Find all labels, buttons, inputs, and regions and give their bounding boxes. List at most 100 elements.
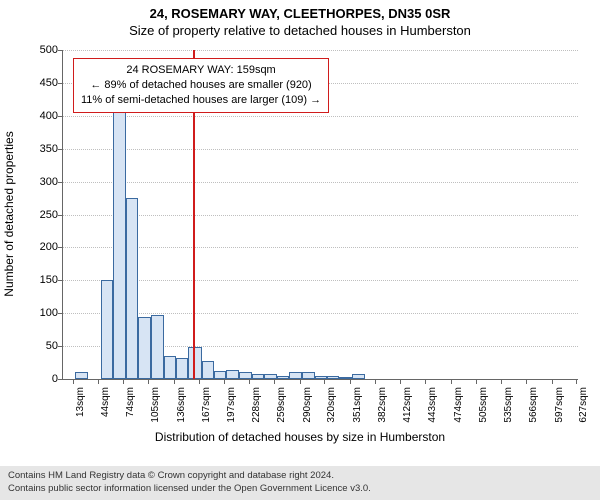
x-tick-label: 44sqm [100, 387, 111, 427]
y-tick-label: 350 [18, 143, 58, 155]
y-tick-mark [58, 50, 62, 51]
x-tick-mark [526, 380, 527, 384]
y-tick-label: 100 [18, 307, 58, 319]
gridline [63, 50, 578, 51]
x-tick-label: 412sqm [402, 387, 413, 427]
y-tick-label: 500 [18, 44, 58, 56]
gridline [63, 215, 578, 216]
footer: Contains HM Land Registry data © Crown c… [0, 466, 600, 500]
x-tick-label: 13sqm [75, 387, 86, 427]
gridline [63, 280, 578, 281]
histogram-bar [226, 370, 239, 379]
gridline [63, 247, 578, 248]
y-tick-label: 250 [18, 209, 58, 221]
y-tick-label: 0 [18, 373, 58, 385]
x-tick-mark [552, 380, 553, 384]
annotation-box: 24 ROSEMARY WAY: 159sqm ← 89% of detache… [73, 58, 329, 113]
x-tick-mark [375, 380, 376, 384]
x-tick-mark [98, 380, 99, 384]
x-tick-mark [576, 380, 577, 384]
histogram-bar [264, 374, 277, 379]
x-tick-label: 290sqm [302, 387, 313, 427]
x-tick-label: 320sqm [326, 387, 337, 427]
y-tick-label: 200 [18, 241, 58, 253]
footer-line-2: Contains public sector information licen… [8, 483, 592, 495]
plot-area: 24 ROSEMARY WAY: 159sqm ← 89% of detache… [62, 50, 578, 380]
histogram-bar [352, 374, 364, 379]
x-tick-mark [324, 380, 325, 384]
y-tick-mark [58, 313, 62, 314]
x-tick-label: 197sqm [226, 387, 237, 427]
histogram-bar [113, 96, 126, 379]
histogram-bar [126, 198, 138, 379]
y-tick-label: 50 [18, 340, 58, 352]
chart-container: Number of detached properties 24 ROSEMAR… [0, 44, 600, 440]
x-tick-mark [224, 380, 225, 384]
x-tick-label: 351sqm [352, 387, 363, 427]
x-tick-mark [73, 380, 74, 384]
gridline [63, 182, 578, 183]
y-tick-mark [58, 346, 62, 347]
x-tick-label: 627sqm [578, 387, 589, 427]
x-tick-label: 535sqm [503, 387, 514, 427]
x-tick-mark [249, 380, 250, 384]
y-tick-label: 300 [18, 176, 58, 188]
gridline [63, 149, 578, 150]
y-tick-mark [58, 280, 62, 281]
x-tick-label: 566sqm [528, 387, 539, 427]
x-tick-mark [199, 380, 200, 384]
histogram-bar [277, 376, 289, 379]
x-tick-mark [274, 380, 275, 384]
y-tick-label: 150 [18, 274, 58, 286]
x-tick-mark [148, 380, 149, 384]
x-tick-mark [300, 380, 301, 384]
histogram-bar [101, 280, 113, 379]
histogram-bar [252, 374, 264, 379]
x-tick-label: 167sqm [201, 387, 212, 427]
x-tick-label: 505sqm [478, 387, 489, 427]
y-tick-mark [58, 182, 62, 183]
x-tick-mark [350, 380, 351, 384]
gridline [63, 313, 578, 314]
x-tick-label: 74sqm [125, 387, 136, 427]
footer-line-1: Contains HM Land Registry data © Crown c… [8, 470, 592, 482]
x-axis-label: Distribution of detached houses by size … [0, 430, 600, 444]
histogram-bar [176, 358, 188, 379]
y-tick-mark [58, 149, 62, 150]
x-tick-mark [451, 380, 452, 384]
y-tick-mark [58, 215, 62, 216]
x-tick-mark [123, 380, 124, 384]
x-tick-label: 382sqm [377, 387, 388, 427]
gridline [63, 116, 578, 117]
annotation-line-1: 24 ROSEMARY WAY: 159sqm [81, 63, 321, 78]
histogram-bar [289, 372, 301, 379]
y-tick-mark [58, 247, 62, 248]
x-tick-label: 597sqm [554, 387, 565, 427]
x-tick-label: 474sqm [453, 387, 464, 427]
x-tick-mark [425, 380, 426, 384]
y-axis-label: Number of detached properties [2, 131, 16, 296]
histogram-bar [214, 371, 226, 379]
histogram-bar [202, 361, 214, 379]
chart-title-main: 24, ROSEMARY WAY, CLEETHORPES, DN35 0SR [0, 0, 600, 21]
y-tick-mark [58, 116, 62, 117]
y-tick-mark [58, 379, 62, 380]
x-tick-label: 443sqm [427, 387, 438, 427]
x-tick-label: 105sqm [150, 387, 161, 427]
histogram-bar [339, 377, 352, 379]
histogram-bar [75, 372, 88, 379]
annotation-line-2: ← 89% of detached houses are smaller (92… [81, 78, 321, 93]
x-tick-label: 228sqm [251, 387, 262, 427]
y-tick-mark [58, 83, 62, 84]
histogram-bar [138, 317, 150, 380]
annotation-line-3: 11% of semi-detached houses are larger (… [81, 93, 321, 108]
histogram-bar [239, 372, 251, 379]
x-tick-mark [476, 380, 477, 384]
histogram-bar [302, 372, 315, 379]
chart-title-sub: Size of property relative to detached ho… [0, 21, 600, 38]
histogram-bar [164, 356, 176, 379]
x-tick-mark [400, 380, 401, 384]
y-tick-label: 450 [18, 77, 58, 89]
histogram-bar [327, 376, 339, 379]
x-tick-mark [501, 380, 502, 384]
